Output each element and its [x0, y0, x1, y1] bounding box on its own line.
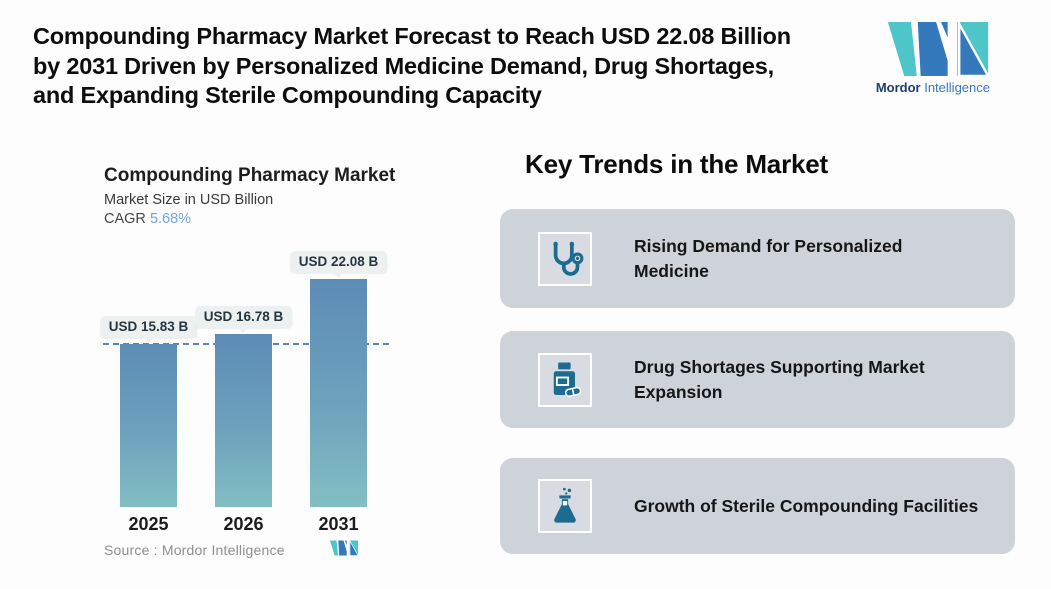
- bar-2025: [120, 344, 177, 507]
- bar-value-label: USD 16.78 B: [203, 309, 284, 324]
- trend-icon-box: [538, 479, 592, 533]
- mordor-intelligence-logo-icon: [887, 22, 990, 76]
- bar-value-callout: USD 15.83 B: [99, 316, 198, 343]
- page-title-line-3: and Expanding Sterile Compounding Capaci…: [33, 82, 542, 108]
- bar-value-callout: USD 16.78 B: [194, 306, 293, 333]
- chart-subtitle: Market Size in USD Billion: [104, 192, 274, 208]
- source-attribution: Source : Mordor Intelligence: [104, 542, 285, 558]
- flask-icon: [554, 487, 576, 523]
- trends-heading: Key Trends in the Market: [525, 149, 828, 179]
- cagr-value: 5.68%: [149, 211, 192, 227]
- chart-title: Compounding Pharmacy Market: [104, 165, 396, 186]
- trend-icon-box: [538, 352, 592, 407]
- bar-value-label: USD 22.08 B: [298, 254, 379, 269]
- chart-cagr: CAGR 5.68%: [104, 211, 191, 227]
- stethoscope-icon: [553, 241, 584, 276]
- page-title: Compounding Pharmacy Market Forecast to …: [33, 22, 791, 111]
- bar-group-2026: USD 16.78 B 2026: [194, 240, 293, 534]
- trend-card-personalized-medicine: Rising Demand for Personalized Medicine: [500, 209, 1015, 308]
- page-title-line-1: Compounding Pharmacy Market Forecast to …: [33, 23, 791, 49]
- axis-label-2026: 2026: [223, 514, 264, 534]
- bar-value-label: USD 15.83 B: [108, 319, 189, 334]
- mordor-intelligence-mini-logo-icon: [330, 540, 358, 556]
- bar-2026: [215, 334, 272, 507]
- axis-label-2025: 2025: [128, 514, 169, 534]
- cagr-label: CAGR: [104, 211, 146, 227]
- brand-name-light: Intelligence: [924, 80, 990, 95]
- bar-value-callout: USD 22.08 B: [289, 251, 388, 278]
- bar-2031: [310, 279, 367, 507]
- brand-name-bold: Mordor: [875, 80, 921, 95]
- trend-card-sterile-compounding: Growth of Sterile Compounding Facilities: [500, 458, 1015, 554]
- page-title-line-2: by 2031 Driven by Personalized Medicine …: [33, 52, 774, 79]
- brand-logo: Mordor Intelligence: [862, 22, 990, 95]
- trend-card-text: Drug Shortages Supporting Market Expansi…: [634, 356, 925, 402]
- bar-group-2025: USD 15.83 B 2025: [99, 240, 198, 534]
- bar-group-2031: USD 22.08 B 2031: [289, 240, 388, 534]
- bar-chart: USD 15.83 B 2025 USD 16.78 B 2026 USD 22…: [85, 240, 405, 534]
- pill-bottle-icon: [553, 362, 582, 397]
- brand-wordmark: Mordor Intelligence: [876, 80, 990, 95]
- trend-card-text: Rising Demand for Personalized Medicine: [634, 235, 903, 281]
- trend-card-drug-shortages: Drug Shortages Supporting Market Expansi…: [500, 331, 1015, 428]
- axis-label-2031: 2031: [318, 514, 359, 534]
- trend-icon-box: [538, 231, 592, 286]
- trend-card-text: Growth of Sterile Compounding Facilities: [634, 495, 979, 516]
